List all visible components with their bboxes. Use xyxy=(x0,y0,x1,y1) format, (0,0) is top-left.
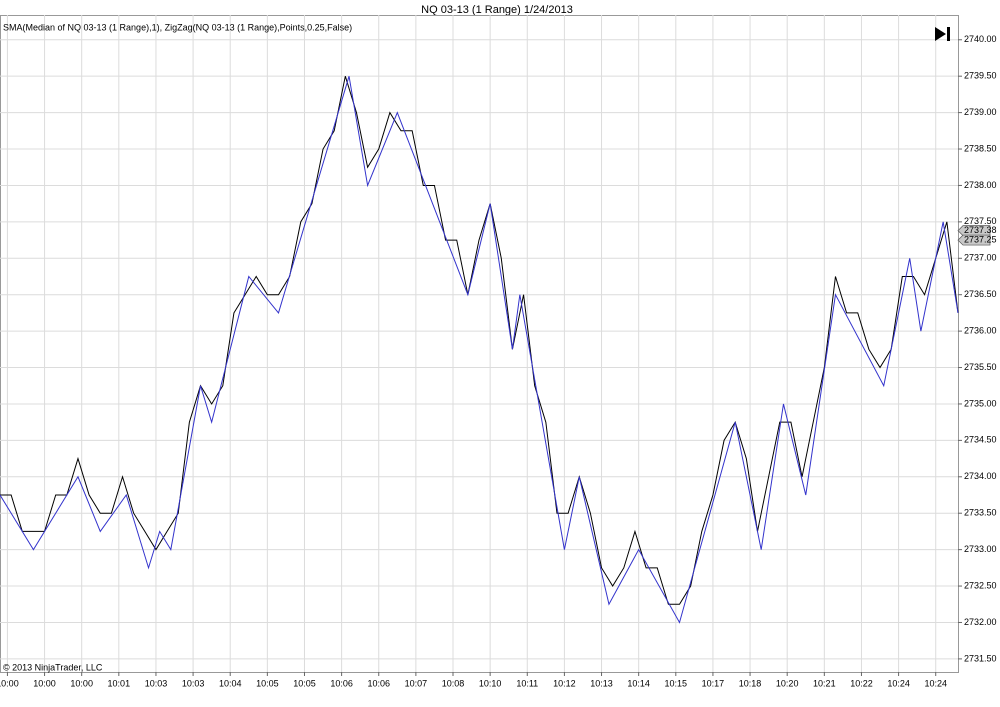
y-tick-label: 2736.50 xyxy=(964,289,997,299)
x-tick-label: 10:03 xyxy=(182,678,205,688)
y-tick-label: 2734.00 xyxy=(964,471,997,481)
price-marker xyxy=(957,234,991,246)
x-tick-label: 10:14 xyxy=(627,678,650,688)
y-tick-label: 2732.50 xyxy=(964,580,997,590)
x-tick-label: 10:06 xyxy=(330,678,353,688)
x-tick-label: 10:11 xyxy=(516,678,538,688)
grid xyxy=(0,15,958,672)
price-line xyxy=(0,76,959,605)
x-tick-label: 10:03 xyxy=(145,678,168,688)
y-tick-label: 2738.50 xyxy=(964,143,997,153)
price-marker xyxy=(957,225,991,236)
y-tick-label: 2738.00 xyxy=(964,180,997,190)
x-tick-label: 10:08 xyxy=(442,678,465,688)
y-tick-label: 2732.00 xyxy=(964,617,997,627)
x-tick-label: 10:00 xyxy=(70,678,93,688)
y-tick-label: 2737.00 xyxy=(964,253,997,263)
x-tick-label: 10:04 xyxy=(219,678,242,688)
y-tick-label: 2735.00 xyxy=(964,398,997,408)
plot-frame xyxy=(0,15,959,673)
x-tick-label: 10:06 xyxy=(367,678,390,688)
y-tick-label: 2739.00 xyxy=(964,107,997,117)
y-tick-label: 2735.50 xyxy=(964,362,997,372)
y-tick-label: 2740.00 xyxy=(964,34,997,44)
x-tick-label: 10:18 xyxy=(739,678,762,688)
x-tick-label: 10:00 xyxy=(33,678,56,688)
y-tick-label: 2734.50 xyxy=(964,435,997,445)
x-tick-label: 10:24 xyxy=(924,678,947,688)
x-tick-label: 10:17 xyxy=(702,678,725,688)
x-tick-label: 10:20 xyxy=(776,678,799,688)
y-tick-label: 2733.00 xyxy=(964,544,997,554)
x-tick-label: 10:13 xyxy=(590,678,613,688)
y-tick-label: 2733.50 xyxy=(964,508,997,518)
x-tick-label: 10:15 xyxy=(665,678,688,688)
y-tick-label: 2739.50 xyxy=(964,71,997,81)
plot xyxy=(0,76,959,624)
price-marker-label: 2737.38 xyxy=(964,225,997,235)
price-line xyxy=(0,76,959,624)
y-tick-label: 2731.50 xyxy=(964,653,997,663)
price-marker-label: 2737.25 xyxy=(964,234,997,244)
x-tick-label: 10:10 xyxy=(479,678,502,688)
y-tick-label: 2737.50 xyxy=(964,216,997,226)
x-tick-label: 10:01 xyxy=(108,678,131,688)
x-tick-label: 10:21 xyxy=(813,678,836,688)
indicator-label: SMA(Median of NQ 03-13 (1 Range),1), Zig… xyxy=(3,22,352,32)
x-tick-label: 10:05 xyxy=(256,678,279,688)
x-tick-label: 10:22 xyxy=(850,678,873,688)
scroll-end-button[interactable] xyxy=(935,27,950,41)
x-tick-label: 10:24 xyxy=(887,678,910,688)
x-tick-label: 10:05 xyxy=(293,678,316,688)
x-tick-label: 10:07 xyxy=(405,678,428,688)
chart-title: NQ 03-13 (1 Range) 1/24/2013 xyxy=(421,4,573,16)
y-tick-label: 2736.00 xyxy=(964,325,997,335)
x-tick-label: 10:00 xyxy=(0,678,19,688)
copyright: © 2013 NinjaTrader, LLC xyxy=(3,662,103,672)
x-tick-label: 10:12 xyxy=(553,678,576,688)
